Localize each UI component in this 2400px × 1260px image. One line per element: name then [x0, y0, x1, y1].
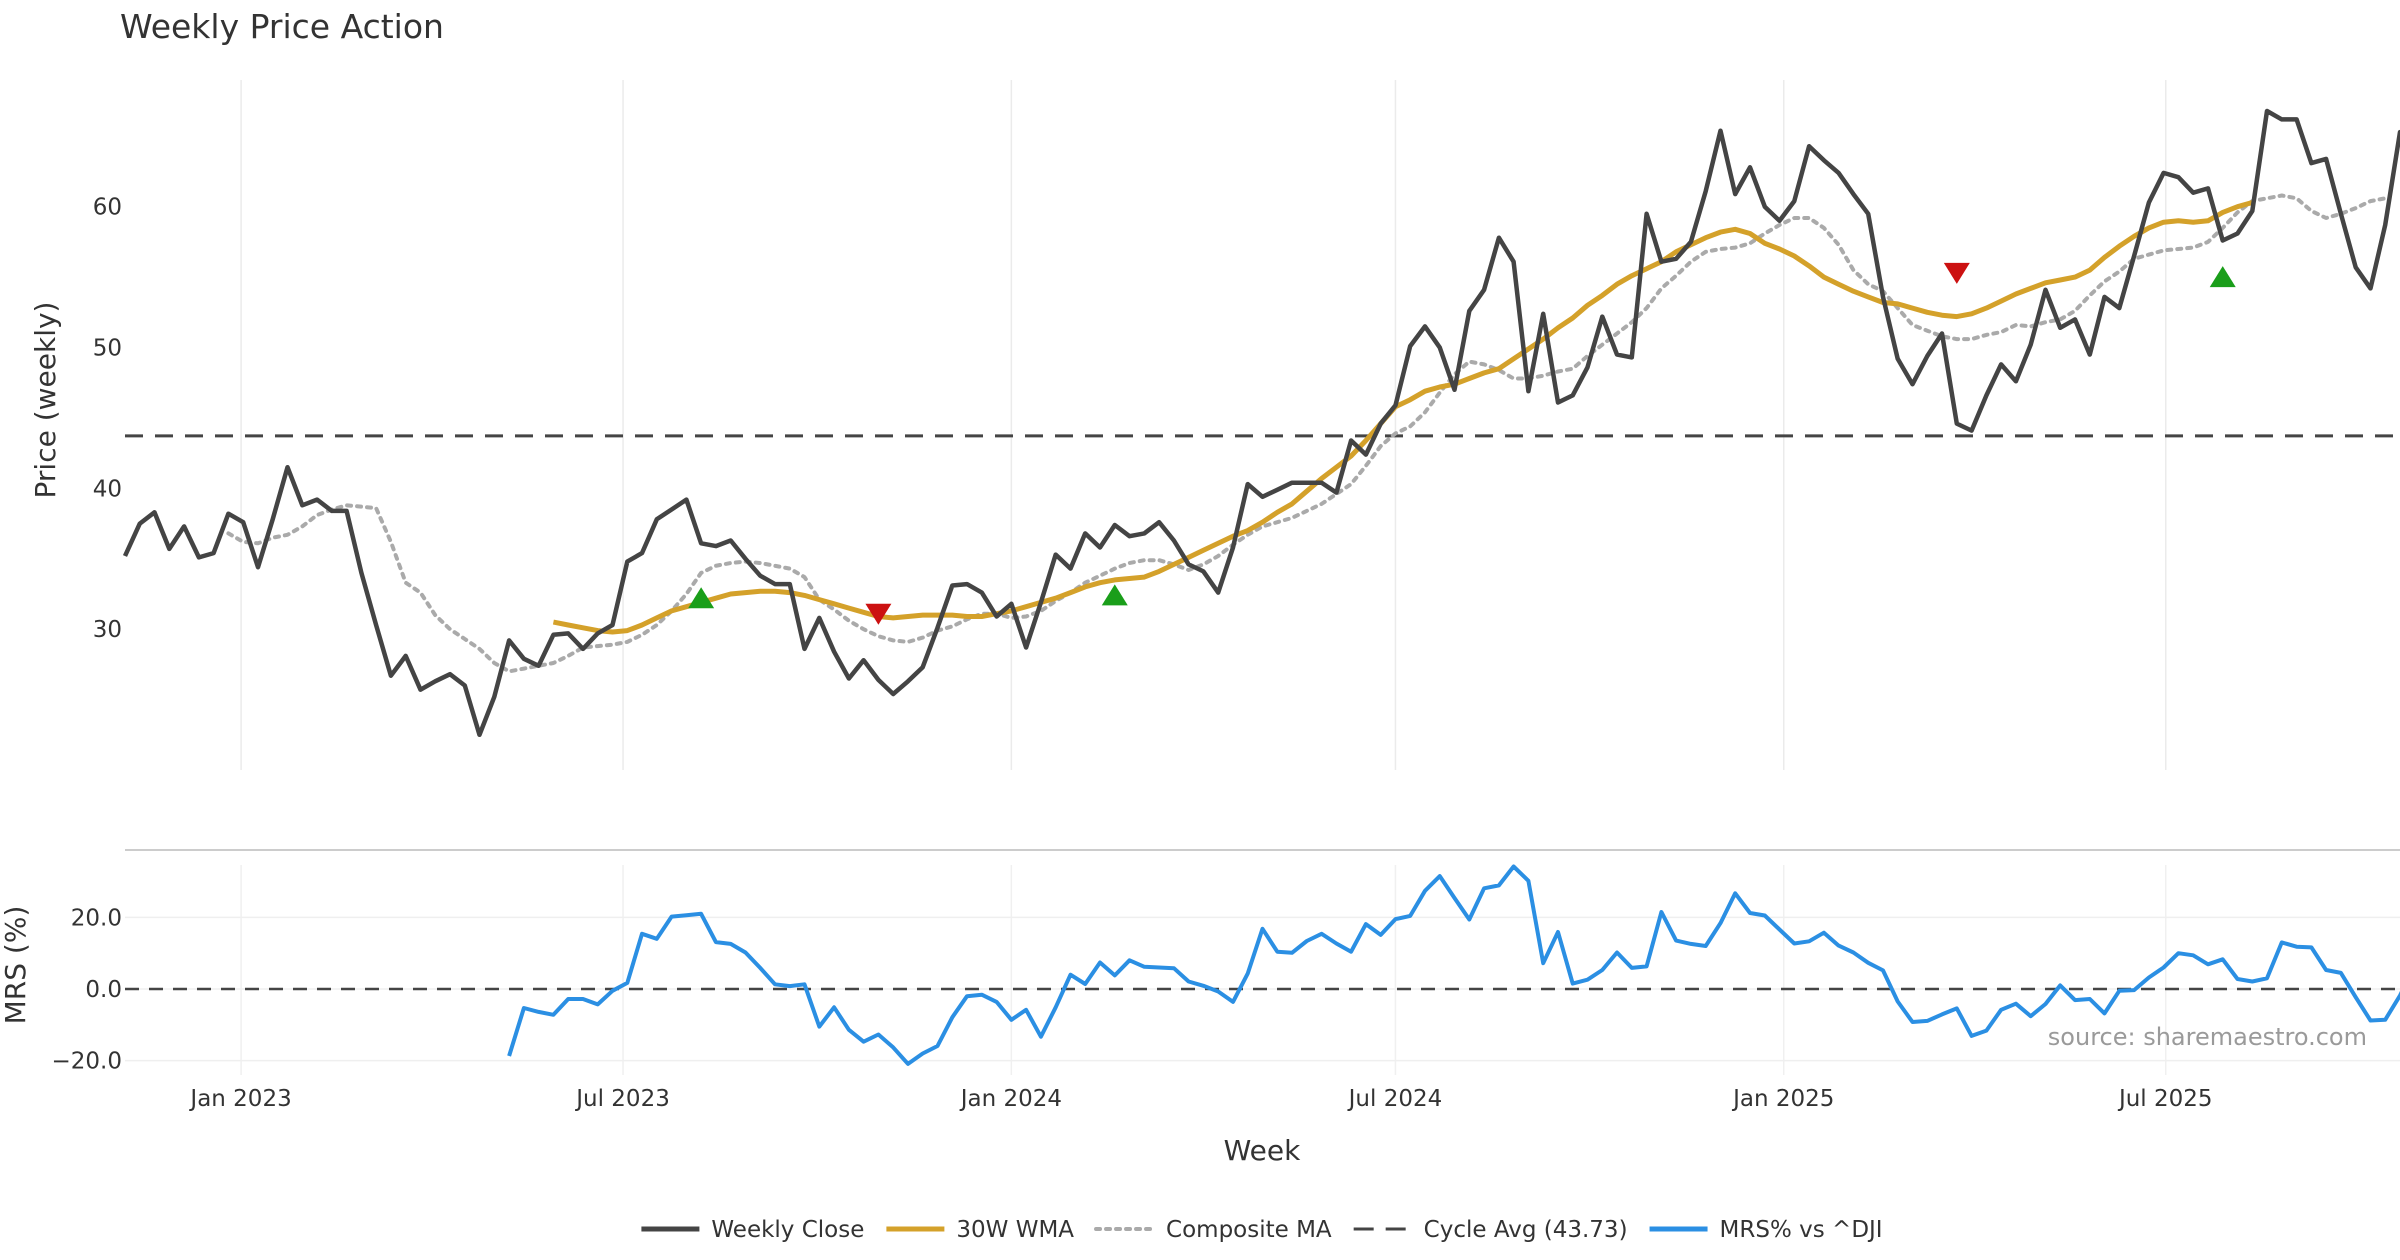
sell-signal-marker [865, 603, 892, 625]
mrs-y-tick-label: 0.0 [85, 977, 122, 1003]
legend-label: 30W WMA [956, 1217, 1074, 1243]
buy-signal-marker [1101, 584, 1128, 606]
composite-ma-line [226, 193, 2388, 674]
mrs-y-ticks: −20.0 0.0 20.0 [52, 905, 122, 1074]
x-tick-label: Jul 2025 [2117, 1086, 2213, 1112]
weekly-close-line [122, 108, 2400, 738]
x-tick-label: Jan 2025 [1731, 1086, 1834, 1112]
price-y-tick-label: 30 [93, 617, 122, 643]
price-y-label: Price (weekly) [29, 302, 62, 499]
x-axis-label: Week [1224, 1134, 1301, 1167]
mrs-y-tick-label: 20.0 [71, 905, 122, 931]
price-y-tick-label: 60 [93, 195, 122, 221]
sell-signal-marker [1943, 262, 1970, 284]
x-tick-label: Jul 2023 [574, 1086, 670, 1112]
mrs-y-label: MRS (%) [0, 906, 32, 1025]
buy-signal-marker [688, 587, 715, 609]
price-y-ticks: 30 40 50 60 [93, 195, 122, 643]
x-tick-label: Jan 2023 [188, 1086, 291, 1112]
legend-label: Cycle Avg (43.73) [1424, 1217, 1628, 1243]
price-y-tick-label: 40 [93, 476, 122, 502]
legend-label: Weekly Close [711, 1217, 864, 1243]
price-y-tick-label: 50 [93, 336, 122, 362]
legend-label: MRS% vs ^DJI [1720, 1217, 1883, 1243]
x-tick-label: Jan 2024 [959, 1086, 1062, 1112]
mrs-y-tick-label: −20.0 [52, 1049, 122, 1075]
buy-signal-marker [2209, 266, 2236, 288]
price-grid [240, 80, 2167, 770]
legend-label: Composite MA [1166, 1217, 1332, 1243]
x-ticks: Jan 2023 Jul 2023 Jan 2024 Jul 2024 Jan 2025… [188, 1086, 2212, 1112]
price-chart-title: Weekly Price Action [120, 7, 444, 46]
wma-30w-line [552, 200, 2253, 635]
source-text: source: sharemaestro.com [2048, 1023, 2367, 1051]
legend: Weekly Close 30W WMA Composite MA Cycle Avg… [641, 1217, 1883, 1243]
signal-markers [688, 262, 2236, 625]
mrs-line [507, 864, 2400, 1066]
x-tick-label: Jul 2024 [1347, 1086, 1443, 1112]
